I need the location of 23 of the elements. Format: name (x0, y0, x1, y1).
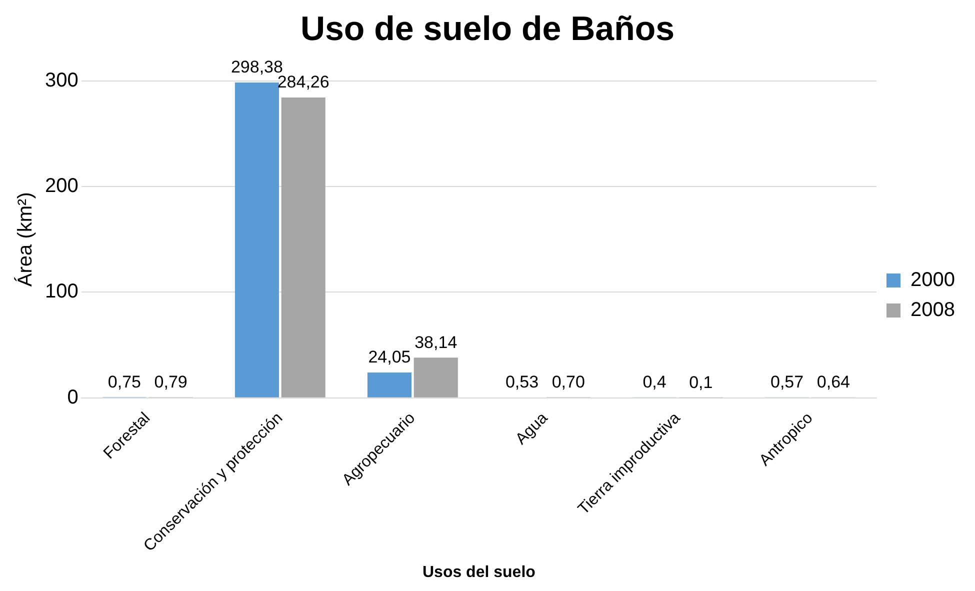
data-label: 0,53 (505, 372, 539, 392)
data-label: 0,4 (642, 372, 666, 392)
chart-title: Uso de suelo de Baños (300, 10, 675, 48)
y-tick-label: 0 (67, 386, 78, 408)
data-label: 0,79 (154, 372, 188, 392)
bar (367, 372, 412, 398)
y-tick-label: 300 (44, 69, 78, 92)
data-label: 38,14 (414, 332, 458, 352)
data-label: 0,1 (689, 372, 713, 392)
data-label: 0,75 (108, 372, 141, 392)
x-axis-title: Usos del suelo (422, 564, 536, 581)
bar (234, 82, 279, 398)
y-tick-label: 200 (44, 175, 78, 198)
data-label: 0,70 (552, 372, 585, 392)
legend-label: 2000 (910, 269, 956, 292)
data-label: 24,05 (368, 348, 411, 367)
bar (281, 97, 326, 398)
data-label: 0,64 (816, 372, 850, 392)
legend-label: 2008 (910, 299, 956, 322)
bar (414, 358, 458, 398)
y-axis-title: Área (km²) (14, 192, 37, 287)
data-label: 0,57 (770, 372, 804, 392)
y-tick-label: 100 (44, 280, 78, 303)
